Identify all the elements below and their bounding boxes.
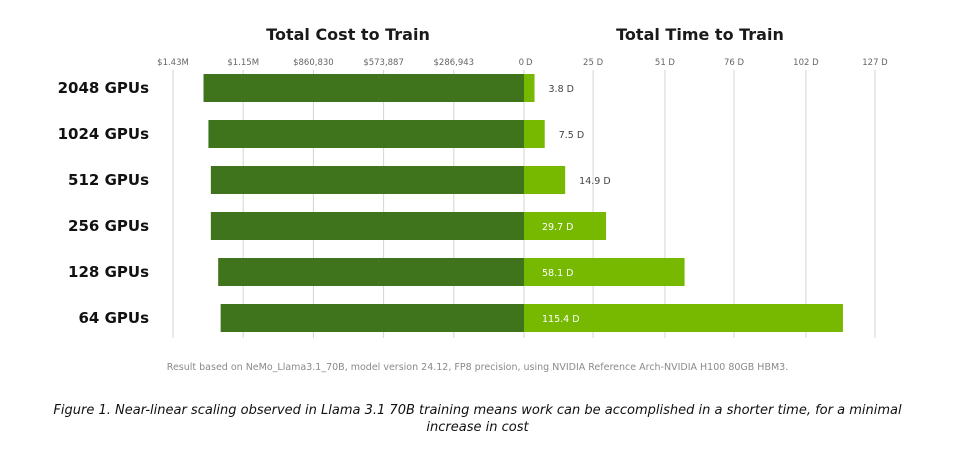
- data-labels: 3.8 D 7.5 D 14.9 D 29.7 D 58.1 D 115.4 D: [542, 84, 611, 325]
- time-bar: [524, 166, 566, 194]
- grid-lines: [172, 70, 876, 338]
- category-label: 2048 GPUs: [58, 79, 149, 97]
- time-tick-label: D: [526, 58, 533, 68]
- category-label: 64 GPUs: [78, 309, 149, 327]
- cost-bar: [220, 304, 525, 332]
- category-label: 256 GPUs: [68, 217, 149, 235]
- time-bar: [524, 120, 545, 148]
- category-label: 1024 GPUs: [58, 125, 149, 143]
- time-tick-label: 51 D: [655, 58, 676, 68]
- bars: [203, 74, 843, 332]
- time-bar: [524, 258, 685, 286]
- time-data-label: 7.5 D: [559, 130, 584, 141]
- time-bar: [524, 74, 535, 102]
- time-bar: [524, 304, 843, 332]
- cost-bar: [210, 212, 524, 240]
- cost-tick-label: $573,887: [363, 58, 404, 68]
- time-tick-label: 127 D: [862, 58, 888, 68]
- category-label: 128 GPUs: [68, 263, 149, 281]
- time-bar: [524, 212, 607, 240]
- time-data-label: 58.1 D: [542, 268, 574, 279]
- cost-tick-label: $860,830: [293, 58, 334, 68]
- time-data-label: 29.7 D: [542, 222, 574, 233]
- cost-tick-label: 0: [519, 58, 524, 68]
- time-data-label: 14.9 D: [579, 176, 611, 187]
- axis-ticks: $1.43M $1.15M $860,830 $573,887 $286,943 0 D 25…: [157, 58, 888, 68]
- time-data-label: 115.4 D: [542, 314, 580, 325]
- cost-tick-label: $286,943: [434, 58, 475, 68]
- cost-panel-title: Total Cost to Train: [266, 25, 430, 44]
- category-label: 512 GPUs: [68, 171, 149, 189]
- cost-bar: [208, 120, 524, 148]
- time-tick-label: 25 D: [583, 58, 604, 68]
- cost-tick-label: $1.15M: [227, 58, 259, 68]
- time-data-label: 3.8 D: [549, 84, 574, 95]
- cost-bar: [203, 74, 524, 102]
- footnote: Result based on NeMo_Llama3.1_70B, model…: [166, 362, 789, 373]
- time-panel-title: Total Time to Train: [616, 25, 784, 44]
- figure-caption: Figure 1. Near-linear scaling observed i…: [53, 403, 902, 435]
- time-tick-label: 102 D: [793, 58, 819, 68]
- time-tick-label: 76 D: [724, 58, 745, 68]
- category-labels: 2048 GPUs 1024 GPUs 512 GPUs 256 GPUs 128 GP…: [58, 79, 149, 327]
- cost-tick-label: $1.43M: [157, 58, 189, 68]
- cost-bar: [210, 166, 524, 194]
- cost-bar: [218, 258, 525, 286]
